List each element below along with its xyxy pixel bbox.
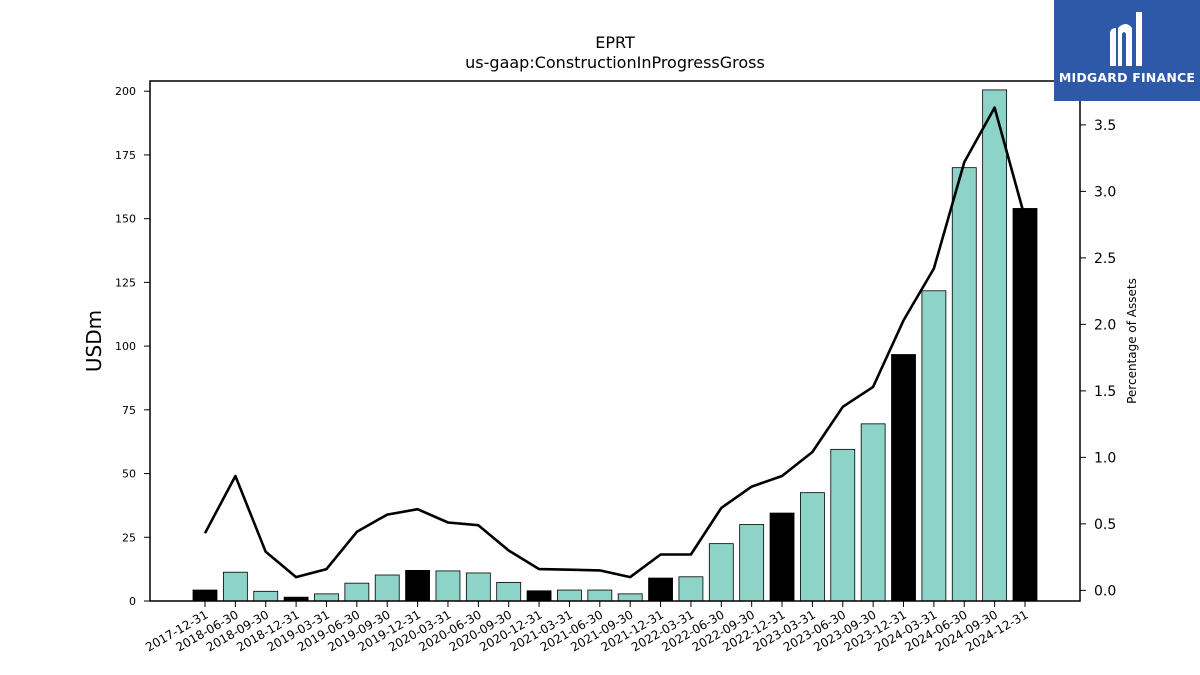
bar-2018-06-30 [222, 571, 248, 602]
y-tick-label: 50 [122, 468, 136, 481]
bar-2020-12-31 [526, 590, 552, 602]
y-tick-label: 150 [115, 213, 136, 226]
bar-2017-12-31 [192, 589, 218, 602]
bar-2022-12-31 [769, 512, 795, 602]
y-axis-ticks: 0 25 50 75 100 125 150 175 200 [115, 85, 150, 608]
bar-2019-12-31 [405, 570, 430, 602]
y2-tick-label: 0.0 [1094, 583, 1116, 599]
bar-2024-09-30 [982, 89, 1008, 602]
y-tick-label: 125 [115, 276, 136, 289]
y-tick-label: 175 [115, 149, 136, 162]
y2-tick-label: 1.0 [1094, 450, 1116, 466]
bar-2024-03-31 [921, 290, 947, 602]
bar-2024-06-30 [951, 167, 977, 602]
chart-subtitle: us-gaap:ConstructionInProgressGross [465, 53, 765, 72]
bar-2019-09-30 [374, 574, 400, 602]
chart-title: EPRT [595, 33, 635, 52]
midgard-logo-icon [1110, 12, 1142, 66]
y2-tick-label: 2.5 [1094, 251, 1116, 267]
y2-axis-label: Percentage of Assets [1125, 278, 1139, 404]
bar-2021-12-31 [648, 577, 673, 602]
plot-frame [149, 80, 1081, 602]
x-axis-ticks: 2017-12-312018-06-302018-09-302018-12-31… [143, 601, 1031, 654]
y2-tick-label: 1.5 [1094, 384, 1116, 400]
bar-2022-09-30 [739, 524, 765, 602]
bar-2023-12-31 [891, 354, 916, 602]
y2-axis-ticks: 0.0 0.5 1.0 1.5 2.0 2.5 3.0 3.5 [1080, 118, 1116, 599]
bar-2018-09-30 [253, 590, 279, 602]
y2-tick-label: 2.0 [1094, 317, 1116, 333]
brand-name: MIDGARD FINANCE [1058, 70, 1196, 85]
bar-2023-09-30 [860, 423, 886, 602]
percentage-line [203, 106, 1027, 579]
bar-2023-03-31 [800, 492, 825, 602]
brand-logo: MIDGARD FINANCE [1054, 0, 1200, 101]
bar-2019-03-31 [314, 593, 339, 602]
y-tick-label: 75 [122, 404, 136, 417]
line-series [203, 106, 1027, 579]
bar-2024-12-31 [1012, 208, 1038, 602]
bar-2020-03-31 [435, 570, 461, 602]
bar-2021-03-31 [557, 589, 582, 602]
y-axis-label: USDm [82, 310, 106, 372]
bar-2021-06-30 [587, 589, 613, 602]
y-tick-label: 25 [122, 531, 136, 544]
y2-tick-label: 3.0 [1094, 184, 1116, 200]
y-tick-label: 0 [129, 595, 136, 608]
bar-2022-03-31 [678, 576, 704, 602]
y2-tick-label: 0.5 [1094, 517, 1116, 533]
bar-2023-06-30 [830, 448, 856, 602]
bar-2021-09-30 [617, 593, 643, 602]
bar-2022-06-30 [708, 543, 734, 602]
y2-tick-label: 3.5 [1094, 118, 1116, 134]
y-tick-label: 100 [115, 340, 136, 353]
bar-series [192, 89, 1038, 602]
bar-2019-06-30 [344, 582, 370, 602]
bar-2020-06-30 [465, 572, 491, 602]
y-tick-label: 200 [115, 85, 136, 98]
bar-2020-09-30 [496, 581, 522, 602]
